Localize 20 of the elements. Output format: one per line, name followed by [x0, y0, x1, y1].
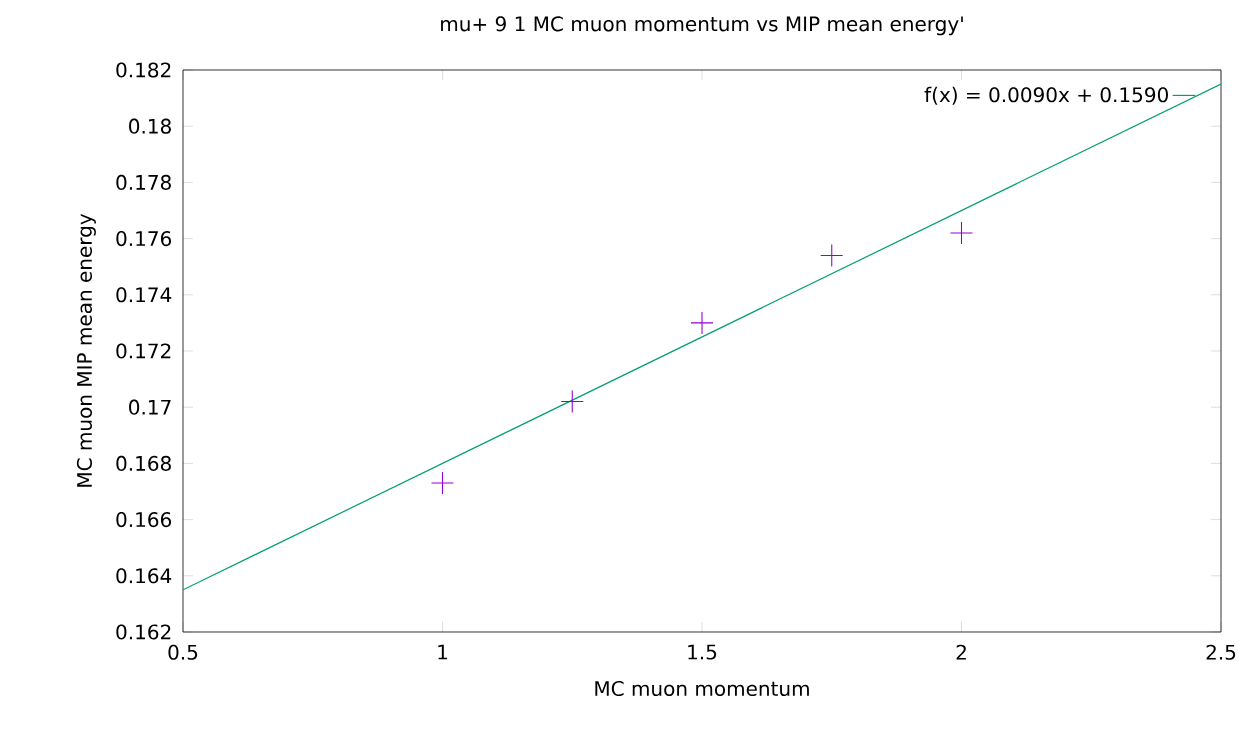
y-axis-title: MC muon MIP mean energy — [76, 213, 96, 487]
x-tick-label: 2.5 — [1206, 644, 1236, 660]
y-tick-label: 0.162 — [116, 624, 171, 640]
y-tick-label: 0.17 — [129, 399, 171, 415]
x-axis-title: MC muon momentum — [595, 680, 809, 697]
y-tick-label: 0.176 — [116, 231, 172, 247]
x-tick-label: 1.5 — [688, 644, 717, 660]
y-tick-label: 0.168 — [116, 455, 171, 471]
x-tick-label: 1 — [438, 644, 448, 660]
chart-title: mu+ 9 1 MC muon momentum vs MIP mean energy' — [441, 16, 963, 36]
x-tick-label: 2 — [956, 644, 966, 660]
y-tick-label: 0.178 — [116, 174, 171, 190]
y-tick-label: 0.164 — [116, 568, 172, 584]
y-tick-label: 0.18 — [129, 118, 171, 134]
x-tick-label: 0.5 — [168, 644, 198, 660]
y-tick-label: 0.166 — [116, 512, 172, 528]
y-tick-label: 0.172 — [116, 343, 171, 359]
legend-label: f(x) = 0.0090x + 0.1590 — [924, 86, 1168, 105]
y-tick-label: 0.182 — [116, 62, 171, 78]
y-tick-label: 0.174 — [116, 287, 172, 303]
